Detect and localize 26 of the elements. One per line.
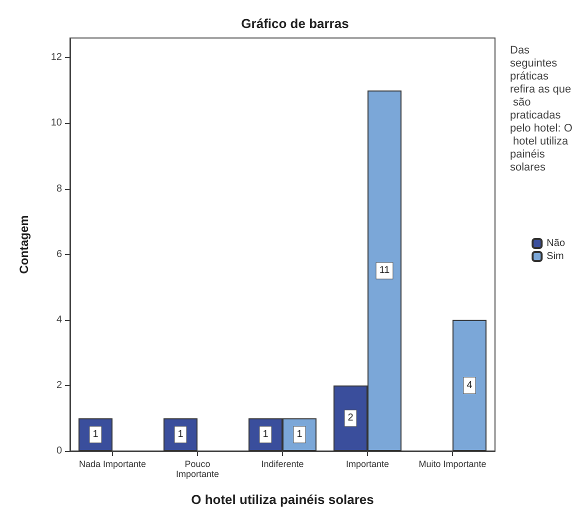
y-tick-label: 2 (56, 380, 62, 391)
text: Das seguintes práticas refira as que são praticadas pelo hotel: O hotel utiliza painéis solares (510, 44, 572, 174)
x-tick-label: Pouco Importante (176, 459, 220, 479)
legend-label: Sim (546, 251, 564, 262)
x-tick-label: Muito Importante (418, 459, 486, 469)
y-axis-title: Contagem (17, 215, 31, 274)
legend-label: Não (546, 238, 566, 249)
data-label: 1 (296, 429, 303, 440)
y-tick-label: 12 (50, 52, 62, 64)
y-tick-label: 0 (56, 446, 62, 456)
x-tick-label: Indiferente (261, 459, 304, 469)
y-tick-label: 10 (50, 118, 62, 129)
data-label: 1 (262, 429, 269, 440)
x-axis-title: O hotel utiliza painéis solares (191, 492, 374, 507)
data-label: 4 (466, 380, 473, 391)
data-label: 1 (92, 429, 99, 440)
y-tick-label: 6 (56, 248, 62, 260)
y-tick-label: 8 (56, 183, 62, 194)
data-label: 2 (348, 412, 354, 424)
bar (452, 320, 486, 451)
chart-title: Gráfico de barras (241, 16, 349, 31)
x-tick-label: Importante (346, 459, 390, 469)
data-label: 11 (379, 265, 390, 276)
y-tick-label: 4 (56, 314, 62, 326)
x-tick-label: Nada Importante (78, 459, 146, 469)
data-label: 1 (178, 429, 184, 440)
